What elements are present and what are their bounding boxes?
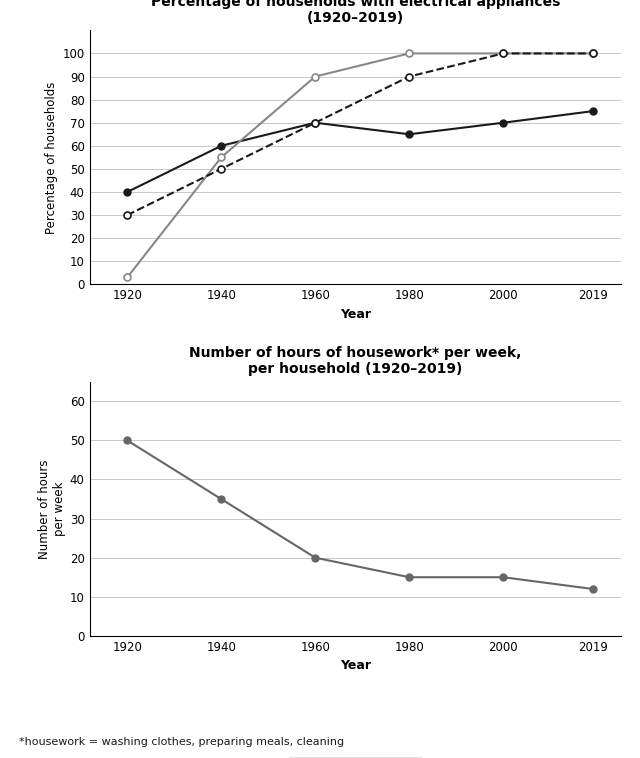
X-axis label: Year: Year xyxy=(340,659,371,672)
Y-axis label: Percentage of households: Percentage of households xyxy=(45,81,58,233)
Title: Percentage of households with electrical appliances
(1920–2019): Percentage of households with electrical… xyxy=(150,0,560,25)
X-axis label: Year: Year xyxy=(340,308,371,321)
Text: *housework = washing clothes, preparing meals, cleaning: *housework = washing clothes, preparing … xyxy=(19,737,344,747)
Legend: Washing machine, Refrigerator, Vacuum cleaner: Washing machine, Refrigerator, Vacuum cl… xyxy=(154,386,556,411)
Title: Number of hours of housework* per week,
per household (1920–2019): Number of hours of housework* per week, … xyxy=(189,346,522,377)
Y-axis label: Number of hours
per week: Number of hours per week xyxy=(38,459,66,559)
